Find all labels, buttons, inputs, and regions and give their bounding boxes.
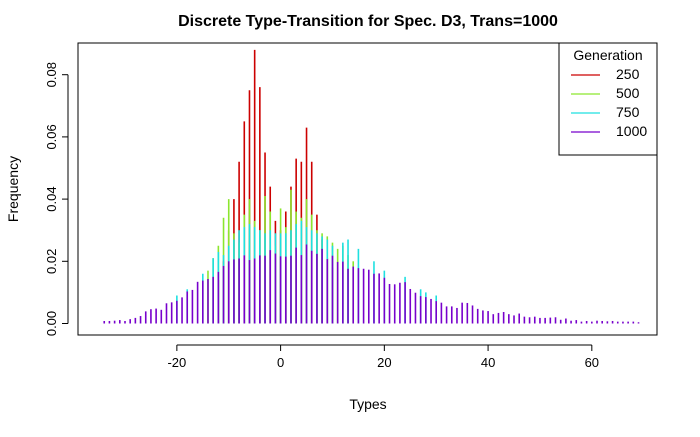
x-axis: -20 0 20 40 60 [167, 344, 599, 370]
y-axis: 0.00 0.02 0.04 0.06 0.08 [44, 62, 69, 336]
legend-label: 750 [616, 104, 640, 120]
y-tick-label: 0.00 [44, 311, 59, 336]
legend-label: 1000 [616, 123, 647, 139]
legend-label: 250 [616, 66, 640, 82]
x-tick-label: 60 [585, 355, 599, 370]
x-tick-label: 40 [481, 355, 495, 370]
bars-layer [103, 49, 640, 324]
x-tick-label: 20 [377, 355, 391, 370]
x-tick-label: -20 [167, 355, 186, 370]
legend-item-1000: 1000 [571, 123, 647, 139]
legend-item-250: 250 [571, 66, 640, 82]
legend: Generation 250 500 750 1000 [558, 42, 658, 156]
legend-item-750: 750 [571, 104, 640, 120]
x-tick-label: 0 [277, 355, 284, 370]
x-axis-title: Types [349, 396, 386, 412]
legend-title: Generation [573, 47, 642, 63]
y-tick-label: 0.04 [44, 186, 59, 211]
series-1000 [103, 244, 640, 324]
legend-label: 500 [616, 85, 640, 101]
y-tick-label: 0.06 [44, 124, 59, 149]
chart-title: Discrete Type-Transition for Spec. D3, T… [178, 13, 558, 30]
y-axis-title: Frequency [5, 156, 21, 222]
legend-box [558, 42, 658, 156]
legend-item-500: 500 [571, 85, 640, 101]
y-tick-label: 0.08 [44, 62, 59, 87]
legend-items: 250 500 750 1000 [571, 66, 647, 139]
y-tick-label: 0.02 [44, 249, 59, 274]
plot-frame [77, 42, 658, 336]
